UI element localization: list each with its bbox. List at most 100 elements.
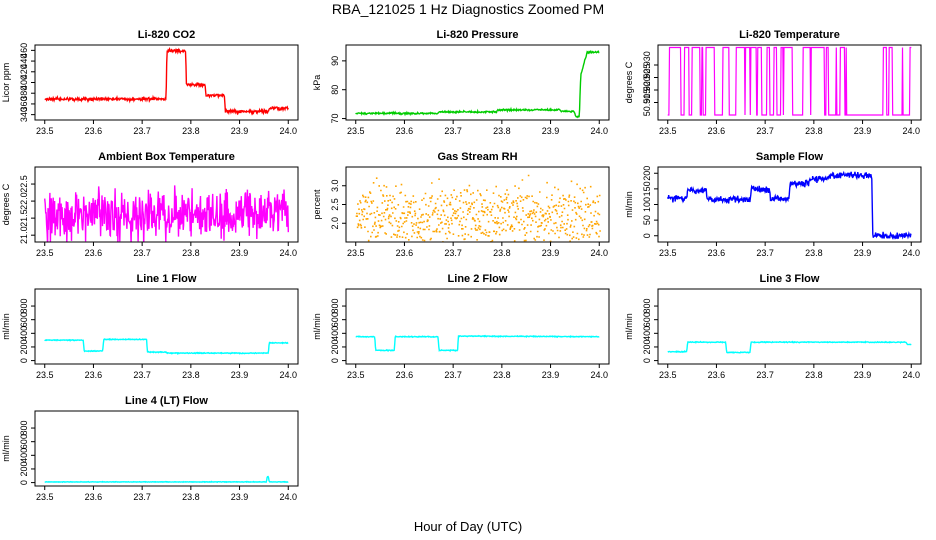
x-tick-label: 23.7: [444, 370, 462, 380]
y-tick-label: 600: [19, 434, 29, 449]
plot-frame: [34, 410, 299, 487]
x-tick-label: 23.9: [854, 248, 872, 258]
x-tick-label: 23.5: [347, 126, 365, 136]
series-line3: [667, 340, 912, 354]
y-axis-label: ml/min: [624, 313, 634, 340]
y-tick-label: 2.5: [330, 198, 340, 211]
y-tick-label: 380: [19, 86, 29, 101]
x-tick-label: 23.7: [756, 370, 774, 380]
x-tick-label: 23.8: [182, 370, 200, 380]
plot-frame: [34, 288, 299, 365]
y-tick-label: 360: [19, 96, 29, 111]
panel-title: Gas Stream RH: [437, 151, 517, 163]
x-tick-label: 23.5: [659, 370, 677, 380]
panel-sample_flow: Sample Flow ml/min 23.5 23.6 23.7 23.8 23.9 24.…: [624, 151, 922, 258]
x-tick-label: 24.0: [279, 492, 297, 502]
x-tick-label: 23.9: [542, 248, 560, 258]
x-tick-label: 23.6: [85, 492, 103, 502]
y-tick-label: 440: [19, 54, 29, 69]
y-axis-label: kPa: [312, 75, 322, 91]
x-tick-label: 23.7: [756, 126, 774, 136]
y-tick-label: 50.920: [642, 76, 652, 104]
y-tick-label: 0: [642, 233, 652, 238]
plot-frame: [345, 288, 610, 365]
panel-licor_temp: Li-820 Temperature degrees C 23.5 23.6 23.7 2…: [624, 29, 922, 136]
y-axis-label: Licor ppm: [1, 63, 11, 103]
panel-co2: Li-820 CO2 Licor ppm 23.5 23.6 23.7 23.8 23.9 2…: [1, 29, 299, 136]
x-tick-label: 23.8: [493, 370, 511, 380]
x-tick-label: 23.9: [231, 248, 249, 258]
figure-title: RBA_121025 1 Hz Diagnostics Zoomed PM: [332, 1, 604, 17]
y-axis-label: degrees C: [1, 183, 11, 225]
plot-frame: [345, 44, 610, 121]
x-tick-label: 23.8: [182, 248, 200, 258]
panel-title: Sample Flow: [756, 151, 824, 163]
x-tick-label: 23.6: [396, 248, 414, 258]
y-tick-label: 200: [330, 339, 340, 354]
y-axis-label: ml/min: [1, 313, 11, 340]
y-tick-label: 400: [330, 326, 340, 341]
panel-title: Line 4 (LT) Flow: [125, 395, 208, 407]
x-tick-label: 23.8: [805, 126, 823, 136]
panel-line4: Line 4 (LT) Flow ml/min 23.5 23.6 23.7 23.8 23…: [1, 395, 299, 502]
x-tick-label: 23.9: [231, 492, 249, 502]
y-axis-label: degrees C: [624, 61, 634, 103]
plot-frame: [657, 166, 922, 243]
x-tick-label: 24.0: [279, 248, 297, 258]
panel-pressure: Li-820 Pressure kPa 23.5 23.6 23.7 23.8 23.9 24…: [312, 29, 610, 136]
x-tick-label: 23.6: [85, 248, 103, 258]
y-tick-label: 0: [19, 358, 29, 363]
x-tick-label: 23.5: [36, 492, 54, 502]
y-tick-label: 0: [642, 358, 652, 363]
series-line4: [44, 475, 289, 484]
y-tick-label: 200: [19, 461, 29, 476]
plot-frame: [657, 288, 922, 365]
x-tick-label: 24.0: [590, 370, 608, 380]
panel-title: Li-820 Pressure: [437, 29, 519, 41]
x-tick-label: 23.7: [444, 248, 462, 258]
series-line: [667, 170, 912, 241]
series-points: [355, 174, 601, 242]
panel-line1: Line 1 Flow ml/min 23.5 23.6 23.7 23.8 23.9 24.…: [1, 273, 299, 380]
x-tick-label: 23.6: [708, 248, 726, 258]
y-tick-label: 150: [642, 181, 652, 196]
series-line: [667, 46, 912, 116]
series-box_temp: [44, 185, 289, 242]
x-tick-label: 23.7: [444, 126, 462, 136]
panel-title: Line 3 Flow: [760, 273, 820, 285]
x-tick-label: 23.5: [659, 126, 677, 136]
x-tick-label: 23.8: [805, 370, 823, 380]
panel-line2: Line 2 Flow ml/min 23.5 23.6 23.7 23.8 23.9 24.…: [312, 273, 610, 380]
y-tick-label: 600: [642, 312, 652, 327]
x-tick-label: 23.5: [347, 370, 365, 380]
series-licor_temp: [667, 46, 912, 116]
x-tick-label: 23.6: [708, 126, 726, 136]
series-line: [667, 340, 912, 354]
panel-title: Ambient Box Temperature: [98, 151, 235, 163]
plot-frame: [34, 166, 299, 243]
y-tick-label: 400: [19, 448, 29, 463]
x-tick-label: 23.9: [854, 370, 872, 380]
x-tick-label: 23.6: [396, 370, 414, 380]
y-tick-label: 600: [19, 312, 29, 327]
y-tick-label: 70: [330, 114, 340, 124]
x-tick-label: 23.9: [854, 126, 872, 136]
panel-title: Li-820 Temperature: [739, 29, 840, 41]
y-tick-label: 22.5: [19, 175, 29, 193]
x-tick-label: 23.8: [182, 126, 200, 136]
y-tick-label: 800: [19, 421, 29, 436]
panel-title: Line 2 Flow: [448, 273, 508, 285]
series-line2: [355, 334, 600, 353]
y-tick-label: 50.925: [642, 64, 652, 92]
y-tick-label: 2.0: [330, 217, 340, 230]
y-tick-label: 340: [19, 107, 29, 122]
x-tick-label: 23.8: [493, 126, 511, 136]
x-tick-label: 23.8: [182, 492, 200, 502]
x-tick-label: 23.6: [708, 370, 726, 380]
x-tick-label: 23.5: [659, 248, 677, 258]
y-axis-label: ml/min: [1, 435, 11, 462]
y-tick-label: 600: [330, 312, 340, 327]
x-tick-label: 23.6: [85, 370, 103, 380]
y-tick-label: 50.930: [642, 51, 652, 79]
